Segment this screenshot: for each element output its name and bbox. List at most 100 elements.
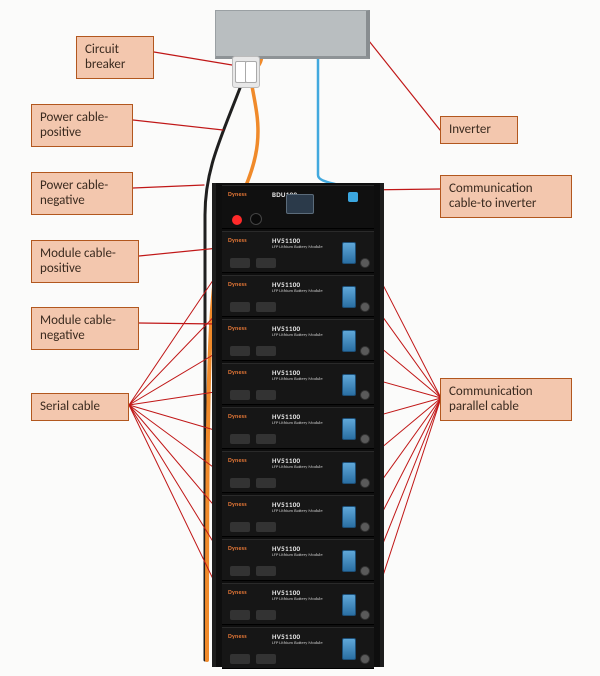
bdu-display <box>286 194 314 214</box>
module-comm-connector <box>342 506 356 528</box>
module-comm-port <box>360 610 370 620</box>
module-subtitle: LFP Lithium Battery Module <box>272 245 323 250</box>
bdu-module: DynessBDU100 <box>222 185 374 229</box>
module-port-pos <box>230 522 250 532</box>
brand-text: Dyness <box>228 456 247 464</box>
battery-module: Dyness HV51100LFP Lithium Battery Module <box>222 231 374 273</box>
label-line: Serial cable <box>40 399 100 414</box>
label-circuit_breaker: Circuitbreaker <box>76 36 154 79</box>
module-port-neg <box>256 654 276 664</box>
module-port-pos <box>230 478 250 488</box>
label-comm_to_inverter: Communicationcable-to inverter <box>440 175 572 218</box>
bdu-comm-port <box>348 192 358 202</box>
module-subtitle: LFP Lithium Battery Module <box>272 289 323 294</box>
module-port-neg <box>256 566 276 576</box>
module-comm-connector <box>342 638 356 660</box>
module-model: HV51100 <box>272 588 300 597</box>
label-line: Module cable- <box>40 313 116 328</box>
module-subtitle: LFP Lithium Battery Module <box>272 465 323 470</box>
module-port-pos <box>230 346 250 356</box>
brand-text: Dyness <box>228 632 247 640</box>
module-comm-port <box>360 346 370 356</box>
module-subtitle: LFP Lithium Battery Module <box>272 597 323 602</box>
module-comm-connector <box>342 242 356 264</box>
module-subtitle: LFP Lithium Battery Module <box>272 553 323 558</box>
brand-text: Dyness <box>228 324 247 332</box>
module-port-neg <box>256 390 276 400</box>
label-line: cable-to inverter <box>449 196 536 211</box>
module-comm-connector <box>342 550 356 572</box>
module-subtitle: LFP Lithium Battery Module <box>272 377 323 382</box>
label-line: Circuit <box>85 42 119 57</box>
battery-module: DynessHV51100LFP Lithium Battery Module <box>222 451 374 493</box>
battery-module: Dyness HV51100LFP Lithium Battery Module <box>222 627 374 669</box>
label-line: Communication <box>449 384 533 399</box>
brand-text: Dyness <box>228 236 247 244</box>
battery-module: Dyness HV51100LFP Lithium Battery Module <box>222 495 374 537</box>
module-model: HV51100 <box>272 280 300 289</box>
label-line: Module cable- <box>40 246 116 261</box>
module-comm-connector <box>342 594 356 616</box>
module-model: HV51100 <box>272 632 300 641</box>
module-subtitle: LFP Lithium Battery Module <box>272 421 323 426</box>
module-comm-connector <box>342 374 356 396</box>
battery-rack: DynessBDU100DynessHV51100LFP Lithium Bat… <box>212 183 384 667</box>
label-line: positive <box>40 261 81 276</box>
brand-text: Dyness <box>228 412 247 420</box>
module-port-pos <box>230 654 250 664</box>
brand-text: Dyness <box>228 368 247 376</box>
module-port-pos <box>230 610 250 620</box>
module-comm-connector <box>342 418 356 440</box>
module-comm-port <box>360 522 370 532</box>
label-power_cable_neg: Power cable-negative <box>31 172 133 215</box>
label-line: positive <box>40 125 81 140</box>
battery-module: DynessHV51100LFP Lithium Battery Module <box>222 319 374 361</box>
module-port-neg <box>256 434 276 444</box>
module-port-neg <box>256 258 276 268</box>
brand-text: Dyness <box>228 588 247 596</box>
label-line: Inverter <box>449 122 491 137</box>
label-line: breaker <box>85 57 125 72</box>
module-port-neg <box>256 478 276 488</box>
label-comm-parallel-cable: Communicationparallel cable <box>440 378 572 421</box>
module-comm-port <box>360 258 370 268</box>
module-subtitle: LFP Lithium Battery Module <box>272 509 323 514</box>
brand-text: Dyness <box>228 190 247 198</box>
battery-module: Dyness HV51100LFP Lithium Battery Module <box>222 363 374 405</box>
module-port-pos <box>230 566 250 576</box>
circuit-breaker <box>232 56 260 88</box>
module-port-pos <box>230 434 250 444</box>
module-subtitle: LFP Lithium Battery Module <box>272 333 323 338</box>
brand-text: Dyness <box>228 500 247 508</box>
battery-module: DynessHV51100LFP Lithium Battery Module <box>222 275 374 317</box>
module-port-neg <box>256 302 276 312</box>
label-module_cable_pos: Module cable-positive <box>31 240 139 283</box>
label-line: negative <box>40 193 85 208</box>
bdu-pos-terminal <box>232 215 242 225</box>
module-port-pos <box>230 302 250 312</box>
label-power_cable_pos: Power cable-positive <box>31 104 133 147</box>
module-model: HV51100 <box>272 500 300 509</box>
label-line: Communication <box>449 181 533 196</box>
module-comm-port <box>360 302 370 312</box>
diagram-stage: { "colors": { "label_bg": "#f3c7ae", "la… <box>0 0 600 676</box>
module-port-neg <box>256 346 276 356</box>
label-serial-cable: Serial cable <box>31 393 129 421</box>
label-line: parallel cable <box>449 399 519 414</box>
module-model: HV51100 <box>272 544 300 553</box>
module-subtitle: LFP Lithium Battery Module <box>272 641 323 646</box>
module-port-pos <box>230 390 250 400</box>
battery-module: Dyness HV51100LFP Lithium Battery Module <box>222 583 374 625</box>
brand-text: Dyness <box>228 544 247 552</box>
module-model: HV51100 <box>272 368 300 377</box>
module-port-pos <box>230 258 250 268</box>
label-line: Power cable- <box>40 110 108 125</box>
module-comm-port <box>360 434 370 444</box>
label-module_cable_neg: Module cable-negative <box>31 307 139 350</box>
label-inverter_label: Inverter <box>440 116 518 144</box>
module-comm-connector <box>342 286 356 308</box>
label-line: negative <box>40 328 85 343</box>
inverter-box <box>215 10 370 59</box>
module-comm-port <box>360 390 370 400</box>
module-model: HV51100 <box>272 236 300 245</box>
